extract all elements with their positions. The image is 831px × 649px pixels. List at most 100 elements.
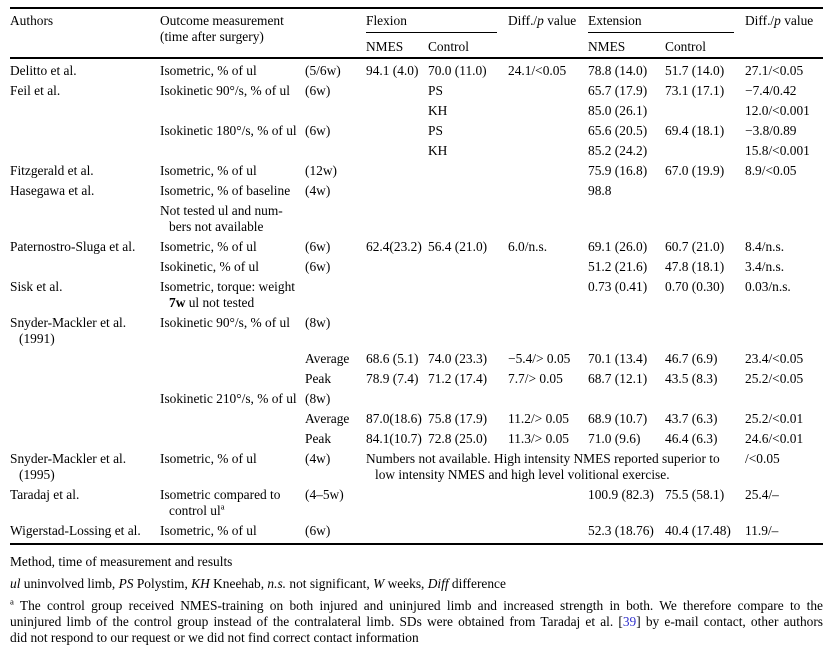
table-cell: Isometric, % of ul xyxy=(160,57,305,81)
table-cell: 47.8 (18.1) xyxy=(665,259,725,274)
table-cell xyxy=(588,389,665,409)
table-cell xyxy=(10,349,160,369)
table-cell: 84.1(10.7) xyxy=(366,431,422,446)
table-cell: 72.8 (25.0) xyxy=(428,431,488,446)
table-cell: 71.2 (17.4) xyxy=(428,371,488,386)
col-header-flexion-control: Control xyxy=(428,39,469,54)
table-cell xyxy=(745,181,823,201)
footnote-a-line1: a The control group received NMES-traini… xyxy=(10,596,823,613)
table-cell: 85.0 (26.1) xyxy=(588,103,648,118)
row-paternostro-sluga-isokinetic: Isokinetic, % of ul (6w) 51.2 (21.6) 47.8 (… xyxy=(10,257,823,277)
table-cell: /<0.05 xyxy=(745,451,780,466)
cell-line: (1995) xyxy=(19,467,55,482)
cell-line: (1991) xyxy=(19,331,55,346)
table-cell xyxy=(160,409,305,429)
table-header: Authors Outcome measurement (time after … xyxy=(10,8,823,58)
table-cell: 25.2/<0.05 xyxy=(745,371,804,386)
table-cell xyxy=(665,181,745,201)
table-cell xyxy=(10,257,160,277)
table-cell: 69.4 (18.1) xyxy=(665,123,725,138)
table-cell xyxy=(665,313,745,349)
table-cell: −5.4/> 0.05 xyxy=(508,351,571,366)
table-cell xyxy=(508,121,588,141)
table-cell: Average xyxy=(305,411,350,426)
table-cell: 27.1/<0.05 xyxy=(745,57,824,81)
header-row-sub: NMES Control NMES Control xyxy=(10,35,823,58)
table-cell: Isokinetic, % of ul xyxy=(160,259,259,274)
table-cell: (8w) xyxy=(305,315,331,330)
table-cell xyxy=(745,389,823,409)
italic-term: PS xyxy=(118,576,134,591)
table-cell: Sisk et al. xyxy=(10,279,63,294)
cell-line: Numbers not available. High intensity NM… xyxy=(366,451,720,466)
table-cell xyxy=(508,81,588,101)
table-cell xyxy=(508,313,588,349)
table-cell xyxy=(508,257,588,277)
table-cell xyxy=(665,201,745,237)
results-table: Authors Outcome measurement (time after … xyxy=(10,7,824,545)
table-cell: Feil et al. xyxy=(10,83,61,98)
table-cell: Delitto et al. xyxy=(10,57,160,81)
table-cell xyxy=(745,313,823,349)
table-footnotes: Method, time of measurement and results … xyxy=(10,554,823,646)
table-cell xyxy=(366,161,428,181)
table-cell xyxy=(508,201,588,237)
row-delitto: Delitto et al. Isometric, % of ul (5/6w) 94… xyxy=(10,57,824,81)
table-cell: Average xyxy=(305,351,350,366)
table-cell xyxy=(10,409,160,429)
table-cell xyxy=(508,161,588,181)
table-cell xyxy=(160,369,305,389)
table-cell xyxy=(305,101,366,121)
table-cell: 68.9 (10.7) xyxy=(588,411,648,426)
row-sm1991-210-average: Average 87.0(18.6) 75.8 (17.9) 11.2/> 0.05 6… xyxy=(10,409,823,429)
table-cell xyxy=(428,313,508,349)
table-cell: 43.5 (8.3) xyxy=(665,371,718,386)
table-cell: 40.4 (17.48) xyxy=(665,521,746,545)
table-caption-note: Method, time of measurement and results xyxy=(10,554,233,569)
table-cell xyxy=(10,369,160,389)
row-fitzgerald: Fitzgerald et al. Isometric, % of ul (12w)… xyxy=(10,161,823,181)
table-cell: Hasegawa et al. xyxy=(10,183,95,198)
table-cell xyxy=(366,313,428,349)
cell-line: low intensity NMES and high level voliti… xyxy=(375,467,670,482)
table-cell: Isometric, % of ul xyxy=(160,521,305,545)
table-cell: PS xyxy=(428,83,443,98)
table-cell: 0.70 (0.30) xyxy=(665,279,725,294)
cell-line: Isometric, torque: weight xyxy=(160,279,295,294)
table-cell: 60.7 (21.0) xyxy=(665,239,725,254)
italic-term: W xyxy=(373,576,385,591)
table-cell: 69.1 (26.0) xyxy=(588,239,648,254)
table-cell: 78.9 (7.4) xyxy=(366,371,419,386)
footnote-a-line2: uninjured limb of the control group inst… xyxy=(10,614,824,629)
table-cell: 75.9 (16.8) xyxy=(588,163,648,178)
extension-group-label: Extension xyxy=(588,13,735,33)
table-cell xyxy=(428,201,508,237)
italic-term: ul xyxy=(10,576,21,591)
table-cell xyxy=(366,81,428,101)
table-cell: Snyder-Mackler et al. (1995) xyxy=(10,449,160,485)
col-header-extension-nmes: NMES xyxy=(588,39,626,54)
table-cell: 46.4 (6.3) xyxy=(665,431,718,446)
table-cell xyxy=(160,101,305,121)
table-cell: Isometric, % of ul xyxy=(160,239,257,254)
table-cell: Isokinetic 210°/s, % of ul xyxy=(160,391,297,406)
reference-link[interactable]: 39 xyxy=(622,614,637,629)
table-cell: (6w) xyxy=(305,123,331,138)
table-cell xyxy=(508,389,588,409)
row-feil-180-kh: KH 85.2 (24.2) 15.8/<0.001 xyxy=(10,141,823,161)
italic-term: Diff xyxy=(427,576,449,591)
table-cell: 68.6 (5.1) xyxy=(366,351,419,366)
table-cell: 87.0(18.6) xyxy=(366,411,422,426)
table-cell xyxy=(10,121,160,141)
table-cell: (6w) xyxy=(305,521,366,545)
table-cell: 78.8 (14.0) xyxy=(588,57,666,81)
row-paternostro-sluga-isometric: Paternostro-Sluga et al. Isometric, % of … xyxy=(10,237,823,257)
table-cell xyxy=(588,201,665,237)
footnote-marker: a xyxy=(10,596,14,607)
flexion-group-label: Flexion xyxy=(366,13,498,33)
table-cell: Isometric, % of ul xyxy=(160,163,257,178)
table-cell: 11.2/> 0.05 xyxy=(508,411,570,426)
col-group-extension: Extension xyxy=(588,8,745,35)
table-cell: 12.0/<0.001 xyxy=(745,103,810,118)
